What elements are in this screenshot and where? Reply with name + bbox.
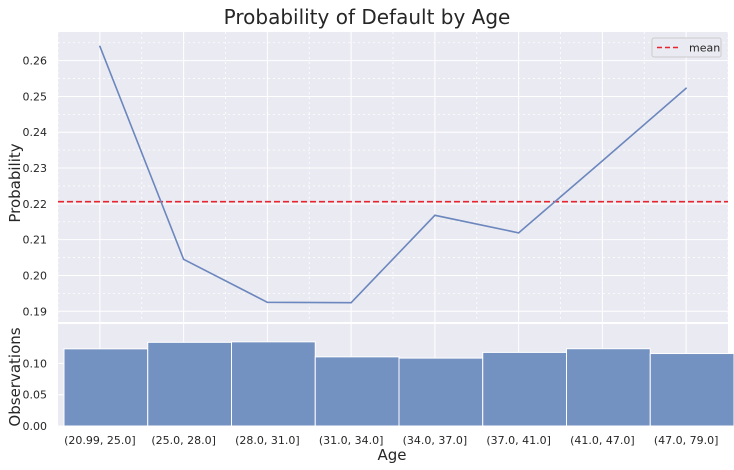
probability-point	[266, 301, 269, 304]
observation-bar	[63, 348, 149, 427]
probability-y-tick-label: 0.24	[23, 126, 48, 139]
probability-point	[182, 258, 185, 261]
probability-point	[99, 45, 101, 48]
observations-axis-label: Observations	[6, 327, 24, 426]
probability-line	[99, 46, 687, 304]
observation-bar	[398, 357, 484, 427]
age-x-tick-label: (25.0, 28.0]	[151, 434, 216, 447]
age-x-tick-label: (31.0, 34.0]	[319, 434, 384, 447]
probability-y-tick-label: 0.21	[23, 234, 48, 247]
age-x-tick-label: (37.0, 41.0]	[486, 434, 551, 447]
observations-y-tick-label: 0.10	[23, 357, 48, 370]
probability-y-tick-label: 0.20	[23, 269, 48, 282]
probability-points	[99, 45, 687, 304]
observations-bars	[63, 341, 734, 427]
age-x-tick-label: (28.0, 31.0]	[235, 434, 300, 447]
legend-mean-label: mean	[689, 42, 720, 55]
observation-bar	[231, 341, 316, 427]
probability-y-tick-label: 0.26	[23, 55, 48, 68]
probability-point	[517, 232, 520, 234]
age-x-ticks: (20.99, 25.0] (25.0, 28.0] (28.0, 31.0] (31…	[64, 434, 718, 447]
observations-y-ticks: 0.00 0.05 0.10	[23, 357, 48, 433]
probability-point	[434, 214, 436, 217]
legend-box	[651, 37, 722, 58]
probability-axis-label: Probability	[6, 143, 24, 222]
chart-title: Probability of Default by Age	[224, 5, 511, 29]
age-x-tick-label: (34.0, 37.0]	[403, 434, 468, 447]
probability-panel: 0.19 0.20 0.21 0.22 0.23 0.24 0.25 0.26 Probabi…	[6, 32, 729, 322]
age-x-tick-label: (41.0, 47.0]	[570, 434, 635, 447]
probability-point	[601, 160, 604, 162]
observations-y-tick-label: 0.05	[23, 389, 48, 402]
age-x-tick-label: (20.99, 25.0]	[64, 434, 136, 447]
probability-y-ticks: 0.19 0.20 0.21 0.22 0.23 0.24 0.25 0.26	[23, 55, 48, 319]
age-axis-label: Age	[377, 446, 406, 464]
observations-panel: 0.000.050.10 (20.99, 25.0] (25.0, 28.0] (2…	[6, 324, 734, 464]
probability-y-tick-label: 0.19	[23, 305, 48, 318]
observations-y-tick-label: 0.00	[23, 420, 48, 433]
probability-point	[685, 87, 687, 90]
observation-bar	[147, 341, 232, 427]
probability-y-tick-label: 0.22	[23, 198, 48, 211]
observation-bar	[566, 348, 651, 427]
observation-bar	[482, 351, 567, 427]
legend: mean	[651, 37, 722, 58]
probability-point	[350, 301, 352, 304]
observation-bar	[649, 353, 734, 427]
observation-bar	[314, 356, 400, 427]
probability-grid	[57, 32, 729, 322]
probability-y-tick-label: 0.25	[23, 90, 48, 103]
probability-y-tick-label: 0.23	[23, 162, 48, 175]
age-x-tick-label: (47.0, 79.0]	[654, 434, 719, 447]
